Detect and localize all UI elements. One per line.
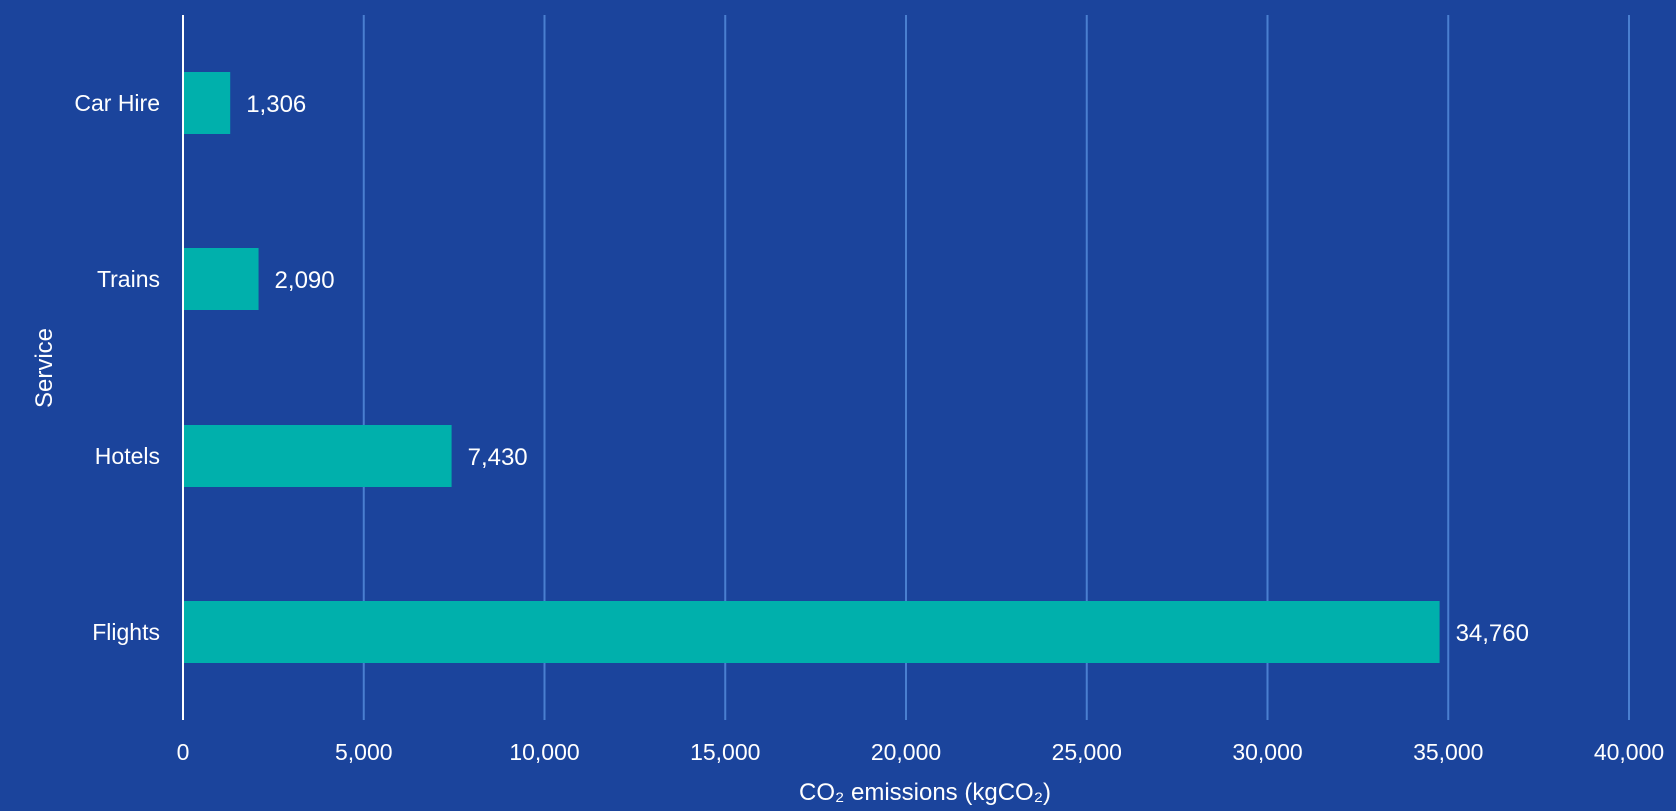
bar-car-hire [183,72,231,134]
y-category-label: Flights [92,619,160,645]
x-tick-label: 40,000 [1594,739,1664,765]
x-tick-label: 5,000 [335,739,393,765]
x-tick-label: 30,000 [1232,739,1302,765]
data-label: 34,760 [1456,620,1529,647]
x-tick-label: 35,000 [1413,739,1483,765]
bar-trains [183,248,259,310]
data-label: 2,090 [275,267,335,294]
x-axis-title: CO₂ emissions (kgCO₂) [799,779,1051,806]
data-label: 7,430 [468,444,528,471]
data-labels: 1,306 2,090 7,430 34,760 [246,91,1529,647]
gridlines [362,15,1630,720]
x-tick-label: 10,000 [509,739,579,765]
y-category-label: Car Hire [74,90,160,116]
y-category-labels: Car Hire Trains Hotels Flights [74,90,160,645]
x-tick-label: 20,000 [871,739,941,765]
bars [183,72,1440,663]
data-label: 1,306 [246,91,306,118]
bar-flights [183,601,1440,663]
x-tick-labels: 0 5,000 10,000 15,000 20,000 25,000 30,000 35,0… [177,739,1665,765]
y-axis-title: Service [31,328,58,408]
x-tick-label: 15,000 [690,739,760,765]
bar-hotels [183,425,452,487]
y-category-label: Trains [97,266,160,292]
y-category-label: Hotels [95,443,160,469]
x-tick-label: 25,000 [1052,739,1122,765]
x-tick-label: 0 [177,739,190,765]
